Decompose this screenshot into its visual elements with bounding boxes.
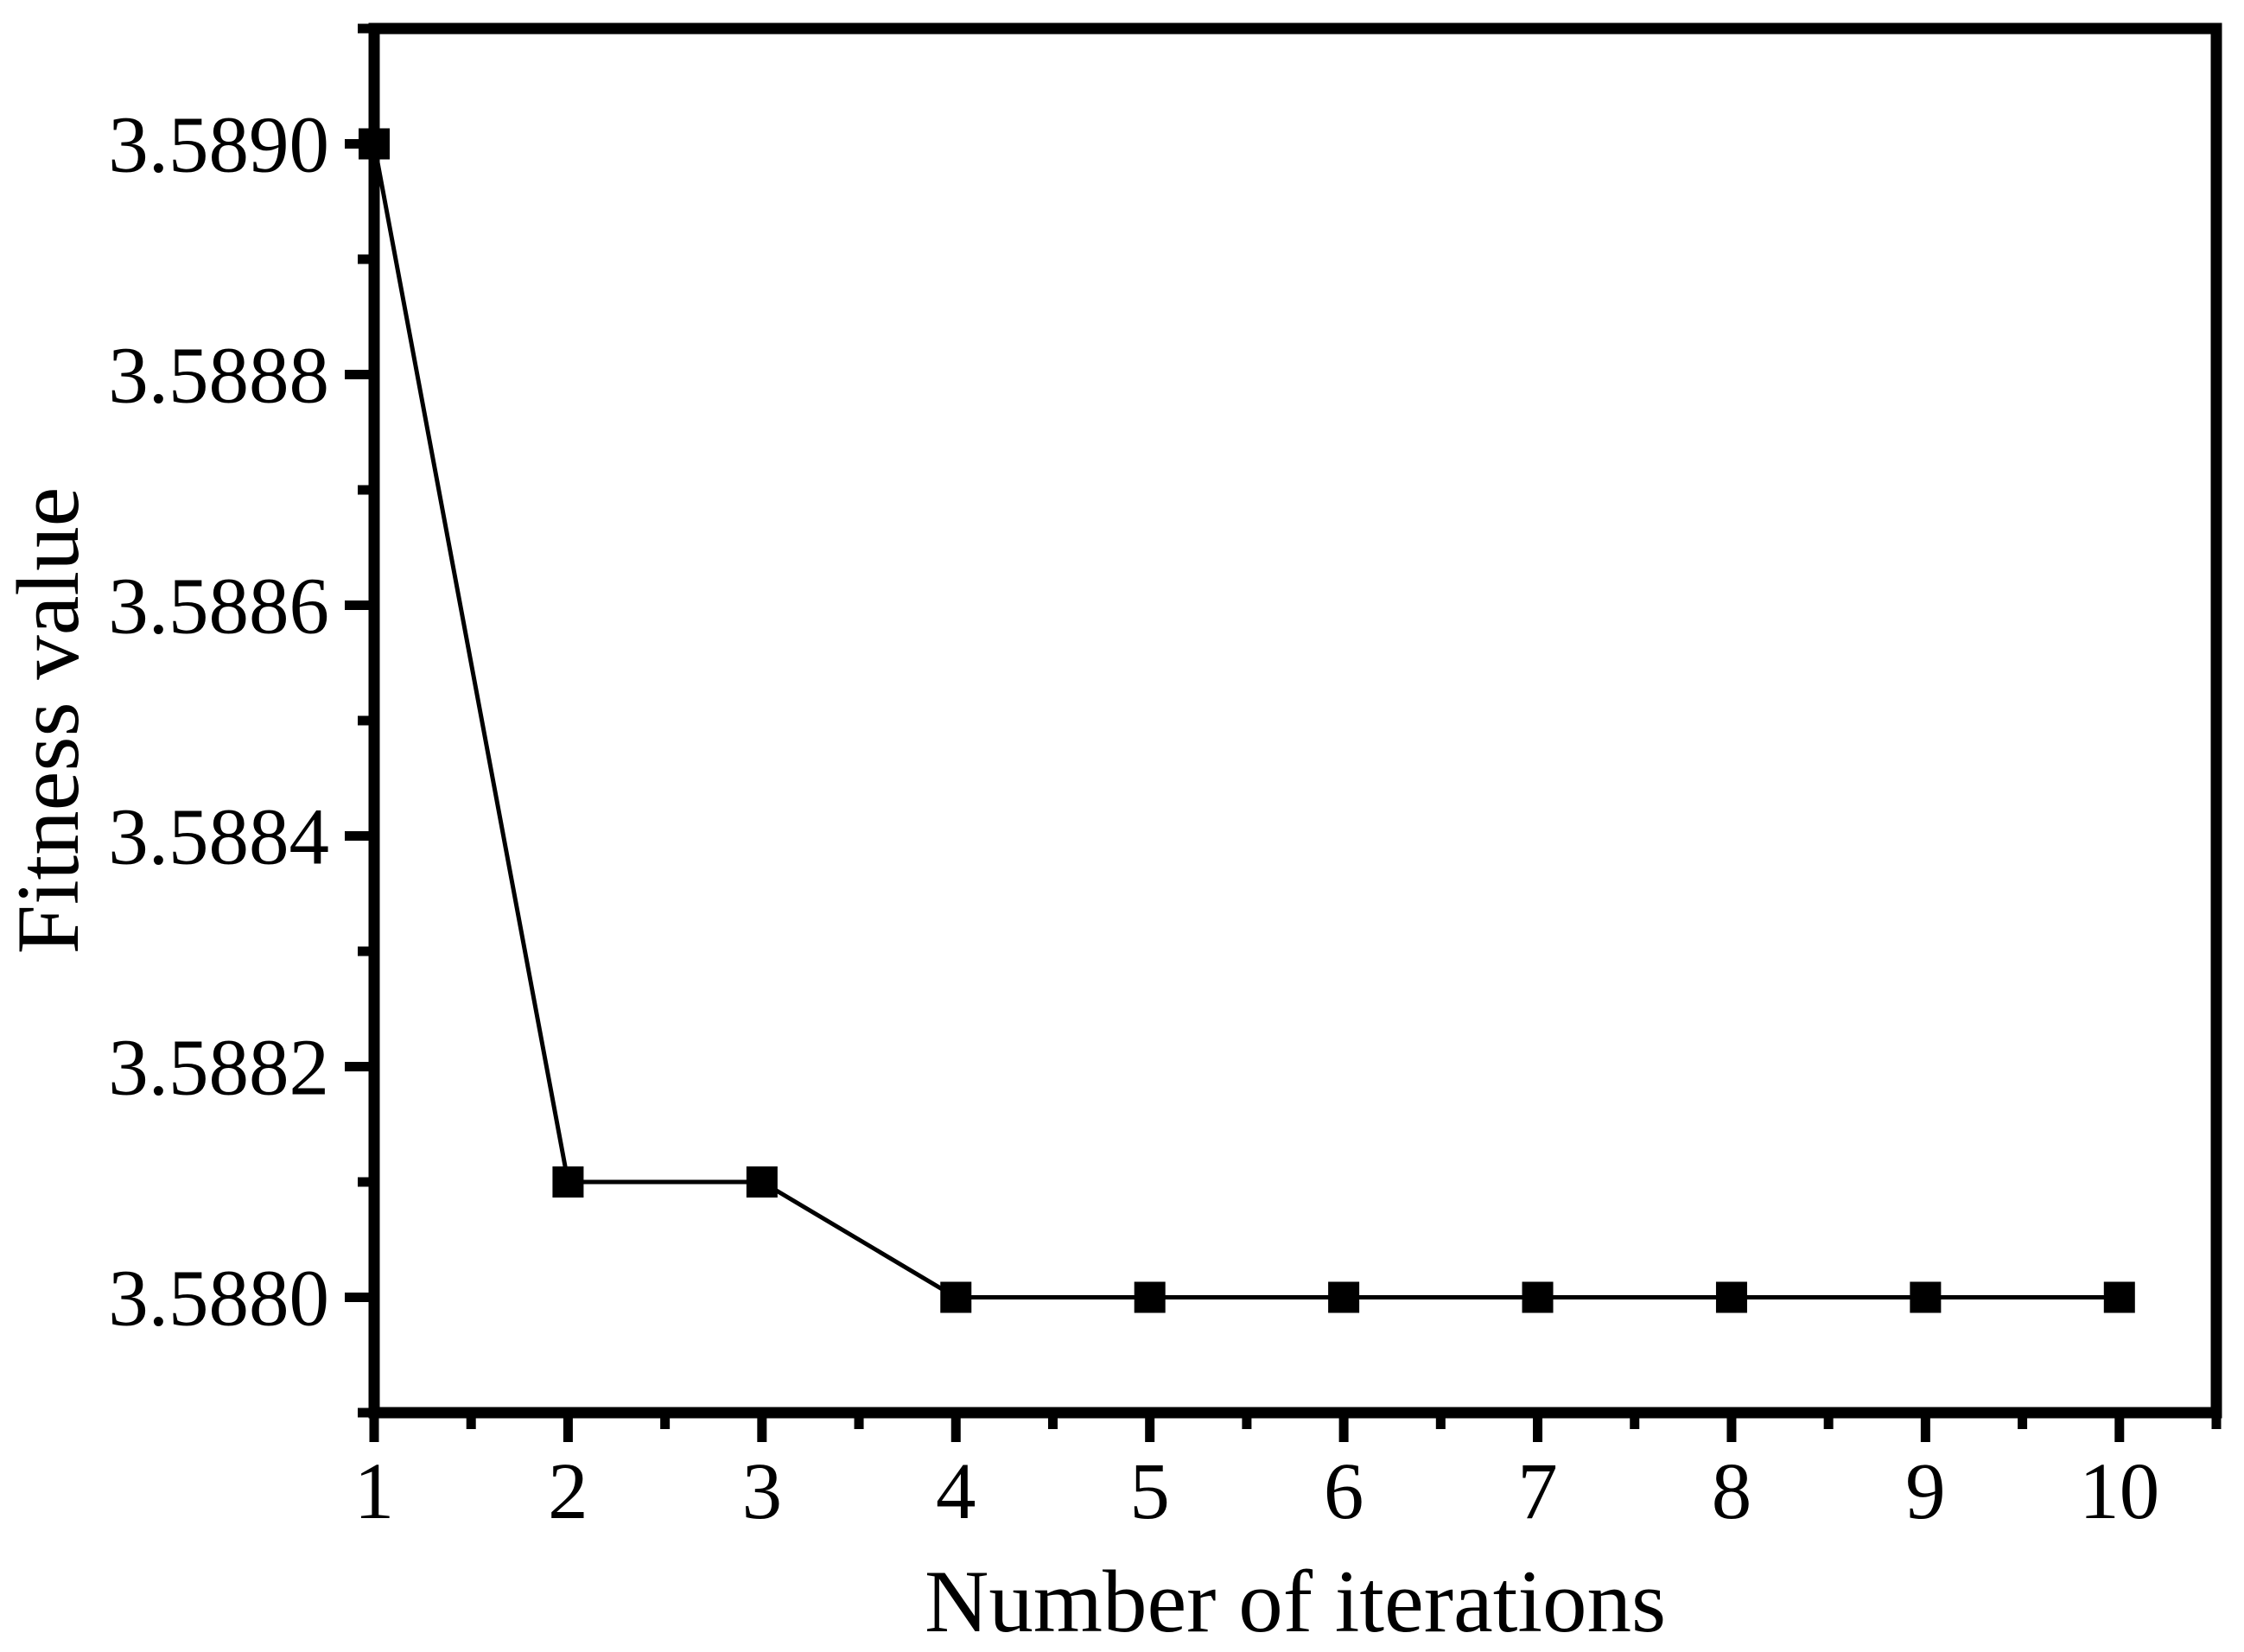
data-point-marker	[359, 128, 390, 160]
x-tick-label: 8	[1712, 1447, 1752, 1536]
data-point-marker	[552, 1166, 584, 1198]
x-tick-label: 9	[1905, 1447, 1946, 1536]
x-tick-label: 10	[2079, 1447, 2159, 1536]
data-line	[372, 143, 2120, 1299]
x-tick-label: 2	[548, 1447, 588, 1536]
axis-ticks-group	[345, 23, 2222, 1442]
data-point-marker	[1522, 1281, 1554, 1313]
y-tick-label: 3.5888	[108, 332, 329, 421]
y-tick-label: 3.5882	[108, 1024, 329, 1113]
x-tick-label: 5	[1129, 1447, 1170, 1536]
y-tick-label: 3.5890	[108, 101, 329, 190]
plot-frame-group	[368, 22, 2222, 1419]
x-axis-label: Number of iterations	[925, 1553, 1666, 1651]
x-tick-label: 6	[1324, 1447, 1364, 1536]
x-tick-label: 3	[742, 1447, 783, 1536]
data-point-marker	[940, 1281, 972, 1313]
x-tick-label: 4	[936, 1447, 976, 1536]
plot-frame	[368, 22, 2222, 1419]
data-point-marker	[1134, 1281, 1166, 1313]
tick-labels-group: 1 2 3 4 5 6 7 8 9 10 3.5880 3.5882 3.5884 3.5886 3.588…	[108, 101, 2159, 1537]
data-point-marker	[1910, 1281, 1942, 1313]
data-point-marker	[2103, 1281, 2135, 1313]
data-point-marker	[1328, 1281, 1360, 1313]
y-axis-label: Fitness value	[0, 487, 98, 955]
data-series-group	[359, 128, 2135, 1313]
data-point-marker	[746, 1166, 778, 1198]
x-tick-label: 7	[1517, 1447, 1558, 1536]
y-tick-label: 3.5880	[108, 1255, 329, 1344]
data-point-marker	[1715, 1281, 1747, 1313]
y-tick-label: 3.5886	[108, 562, 329, 651]
y-tick-label: 3.5884	[108, 793, 329, 882]
x-tick-label: 1	[354, 1447, 395, 1536]
